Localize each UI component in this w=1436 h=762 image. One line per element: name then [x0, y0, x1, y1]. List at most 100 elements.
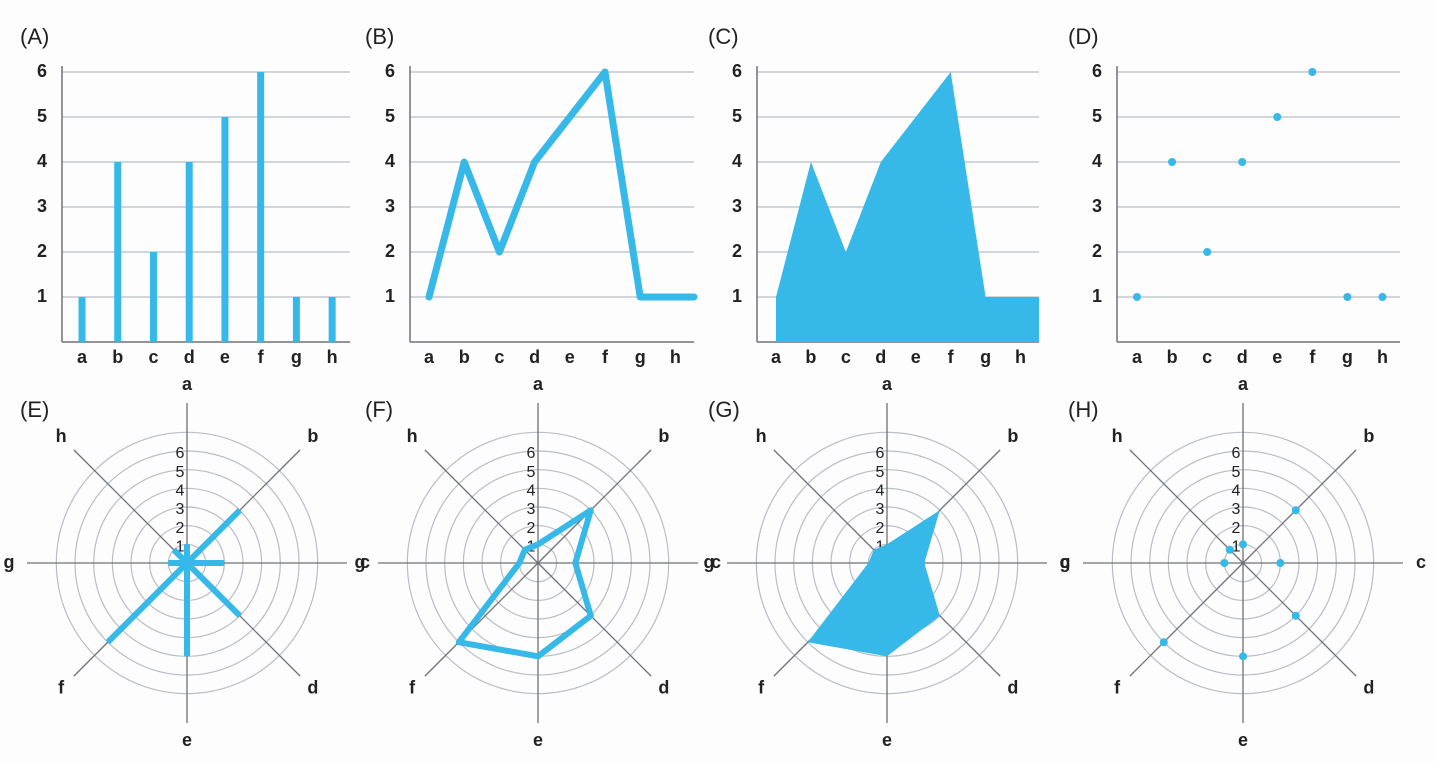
x-tick-label: e [220, 347, 230, 367]
y-tick-label: 5 [385, 106, 395, 126]
point [1343, 293, 1352, 301]
panel-label: (D) [1068, 24, 1099, 49]
x-tick-label: c [1202, 347, 1212, 367]
category-label: g [4, 552, 15, 572]
point [1276, 559, 1285, 567]
spoke [1242, 449, 1357, 564]
category-label: g [355, 552, 366, 572]
spoke [1129, 449, 1244, 564]
y-tick-label: 6 [385, 61, 395, 81]
category-label: d [1363, 678, 1374, 698]
r-tick-label: 1 [1232, 539, 1241, 556]
y-tick-label: 4 [385, 151, 395, 171]
spoke [1242, 562, 1357, 677]
x-tick-label: c [148, 347, 158, 367]
category-label: b [658, 426, 669, 446]
y-tick-label: 2 [37, 241, 47, 261]
category-label: c [1060, 552, 1070, 572]
x-tick-label: d [1237, 347, 1248, 367]
radial-bar [184, 560, 242, 618]
bar [149, 252, 157, 342]
category-label: b [307, 426, 318, 446]
panel-h: (H) a b c d e f g h 1 2 34 5 6 [1060, 374, 1427, 750]
bar [328, 297, 336, 342]
panel-g: (G) a b c d e f g h 1 2 34 5 6 [704, 374, 1071, 750]
point [1168, 158, 1177, 166]
x-tick-label: b [459, 347, 470, 367]
panel-label: (C) [708, 24, 739, 49]
panel-a: (A) 1 2 3 4 5 6 a b c d e f g h [20, 24, 350, 367]
point [1378, 293, 1387, 301]
point [1291, 611, 1300, 620]
radial-bar [105, 560, 190, 645]
panel-d: (D) 1 2 3 4 5 6 a b c d e f g h [1068, 24, 1400, 367]
radial-bar [171, 547, 190, 566]
r-tick-label: 5 [527, 464, 536, 481]
y-tick-label: 1 [385, 286, 395, 306]
panel-label: (B) [365, 24, 394, 49]
y-tick-label: 2 [385, 241, 395, 261]
category-label: e [182, 730, 192, 750]
y-tick-label: 4 [732, 151, 742, 171]
y-tick-label: 6 [732, 61, 742, 81]
category-label: g [1060, 552, 1071, 572]
category-label: d [307, 678, 318, 698]
bar [257, 72, 265, 342]
category-label: e [1238, 730, 1248, 750]
panel-b: (B) 1 2 3 4 5 6 a b c d e f g h [365, 24, 698, 367]
point [1203, 248, 1212, 256]
category-label: h [56, 426, 67, 446]
x-tick-label: h [670, 347, 681, 367]
category-label: c [1416, 552, 1426, 572]
x-tick-label: g [1342, 347, 1353, 367]
category-label: f [1114, 678, 1121, 698]
panel-label: (G) [708, 397, 740, 422]
y-tick-label: 2 [732, 241, 742, 261]
category-label: f [58, 678, 65, 698]
category-label: e [882, 730, 892, 750]
category-label: f [409, 678, 416, 698]
category-label: e [533, 730, 543, 750]
spoke [773, 449, 888, 564]
x-tick-label: a [771, 347, 782, 367]
y-tick-label: 6 [37, 61, 47, 81]
series-area [776, 72, 1039, 342]
r-tick-label: 2 [876, 520, 885, 537]
r-tick-label: 5 [876, 464, 885, 481]
category-label: c [711, 552, 721, 572]
bar [221, 117, 229, 342]
category-label: a [533, 374, 544, 394]
r-tick-label: 1 [176, 539, 185, 556]
x-tick-label: a [1132, 347, 1143, 367]
point [1291, 506, 1300, 515]
radial-bar [184, 508, 242, 566]
panel-label: (A) [20, 24, 49, 49]
point [1238, 158, 1247, 166]
category-label: d [1007, 678, 1018, 698]
x-tick-label: g [980, 347, 991, 367]
y-tick-label: 4 [37, 151, 47, 171]
r-tick-label: 3 [1232, 501, 1241, 518]
r-tick-label: 4 [876, 483, 885, 500]
category-label: f [758, 678, 765, 698]
point [1225, 545, 1234, 554]
y-tick-label: 1 [1092, 286, 1102, 306]
spoke [537, 562, 652, 677]
point [1220, 559, 1229, 567]
category-label: a [882, 374, 893, 394]
x-tick-label: d [875, 347, 886, 367]
panel-c: (C) 1 2 3 4 5 6 a b c d e f g h [708, 24, 1039, 367]
y-tick-label: 5 [37, 106, 47, 126]
point [1273, 113, 1282, 121]
series-line [455, 507, 594, 660]
r-tick-label: 2 [176, 520, 185, 537]
category-label: a [182, 374, 193, 394]
x-tick-label: b [112, 347, 123, 367]
x-tick-label: f [258, 347, 265, 367]
bar [185, 162, 193, 342]
category-label: g [704, 552, 715, 572]
point [1159, 638, 1168, 647]
